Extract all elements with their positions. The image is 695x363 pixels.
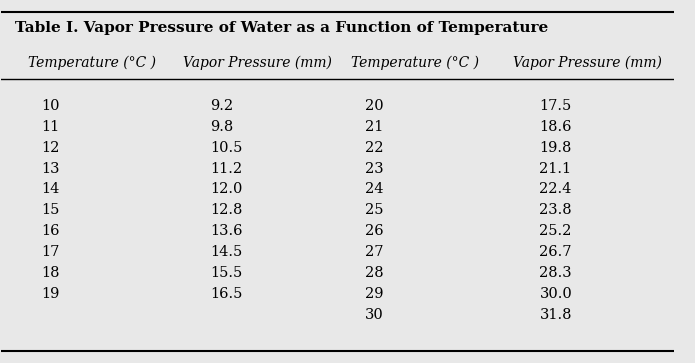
Text: 21.1: 21.1 <box>539 162 571 176</box>
Text: 25.2: 25.2 <box>539 224 572 238</box>
Text: 10.5: 10.5 <box>210 140 243 155</box>
Text: 30.0: 30.0 <box>539 287 572 301</box>
Text: 30: 30 <box>365 308 384 322</box>
Text: 16.5: 16.5 <box>210 287 243 301</box>
Text: 31.8: 31.8 <box>539 308 572 322</box>
Text: 14: 14 <box>42 183 60 196</box>
Text: 12.0: 12.0 <box>210 183 243 196</box>
Text: 26.7: 26.7 <box>539 245 572 259</box>
Text: 27: 27 <box>365 245 383 259</box>
Text: 22: 22 <box>365 140 383 155</box>
Text: Temperature (°C ): Temperature (°C ) <box>351 56 479 70</box>
Text: Vapor Pressure (mm): Vapor Pressure (mm) <box>183 56 332 70</box>
Text: 13: 13 <box>42 162 60 176</box>
Text: 15.5: 15.5 <box>210 266 242 280</box>
Text: 25: 25 <box>365 203 383 217</box>
Text: 18: 18 <box>42 266 60 280</box>
Text: 12.8: 12.8 <box>210 203 243 217</box>
Text: 11.2: 11.2 <box>210 162 242 176</box>
Text: 28.3: 28.3 <box>539 266 572 280</box>
Text: 17.5: 17.5 <box>539 99 572 113</box>
Text: 14.5: 14.5 <box>210 245 242 259</box>
Text: 19: 19 <box>42 287 60 301</box>
Text: Temperature (°C ): Temperature (°C ) <box>28 56 156 70</box>
Text: 23: 23 <box>365 162 383 176</box>
Text: 29: 29 <box>365 287 383 301</box>
Text: 22.4: 22.4 <box>539 183 572 196</box>
Text: 21: 21 <box>365 120 383 134</box>
Text: 13.6: 13.6 <box>210 224 243 238</box>
Text: Table I. Vapor Pressure of Water as a Function of Temperature: Table I. Vapor Pressure of Water as a Fu… <box>15 21 548 36</box>
Text: 9.2: 9.2 <box>210 99 233 113</box>
Text: 26: 26 <box>365 224 383 238</box>
Text: 12: 12 <box>42 140 60 155</box>
Text: 28: 28 <box>365 266 383 280</box>
Text: 20: 20 <box>365 99 383 113</box>
Text: 19.8: 19.8 <box>539 140 572 155</box>
Text: Vapor Pressure (mm): Vapor Pressure (mm) <box>513 56 662 70</box>
Text: 16: 16 <box>42 224 60 238</box>
Text: 9.8: 9.8 <box>210 120 233 134</box>
Text: 15: 15 <box>42 203 60 217</box>
Text: 11: 11 <box>42 120 60 134</box>
Text: 24: 24 <box>365 183 383 196</box>
Text: 17: 17 <box>42 245 60 259</box>
Text: 18.6: 18.6 <box>539 120 572 134</box>
Text: 23.8: 23.8 <box>539 203 572 217</box>
Text: 10: 10 <box>42 99 60 113</box>
